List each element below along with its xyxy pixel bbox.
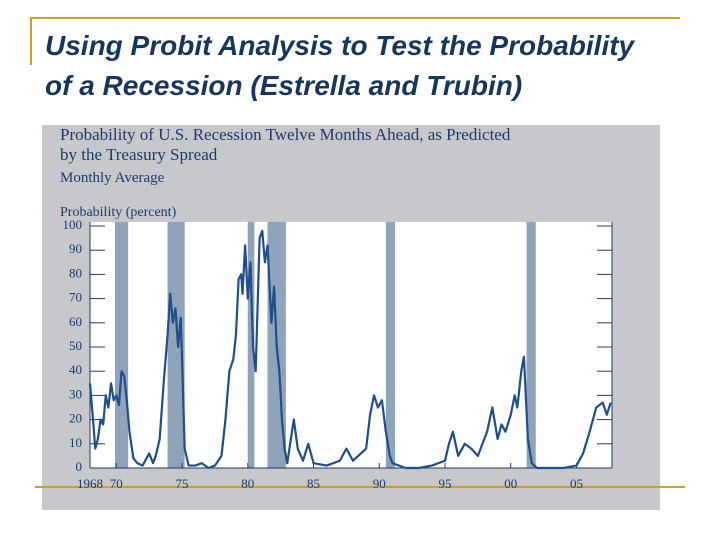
x-tick-label: 75 xyxy=(176,476,189,491)
series-line xyxy=(88,229,612,470)
x-tick-label: 70 xyxy=(110,476,123,491)
x-tick-label: 00 xyxy=(504,476,517,491)
y-tick-label: 60 xyxy=(69,314,82,329)
y-tick-label: 30 xyxy=(69,386,82,401)
y-tick-label: 40 xyxy=(69,362,82,377)
x-tick-label: 1968 xyxy=(77,476,103,491)
y-tick-label: 70 xyxy=(69,290,82,305)
slide-title: Using Probit Analysis to Test the Probab… xyxy=(45,30,635,101)
x-tick-label: 90 xyxy=(373,476,386,491)
x-tick-label: 85 xyxy=(307,476,320,491)
y-tick-label: 0 xyxy=(76,459,83,474)
recession-band xyxy=(526,222,536,468)
recession-band xyxy=(247,222,255,468)
y-tick-label: 90 xyxy=(69,241,82,256)
y-axis-label: Probability (percent) xyxy=(60,205,177,220)
recession-band xyxy=(167,222,185,468)
y-tick-label: 20 xyxy=(69,411,82,426)
x-tick-label: 05 xyxy=(570,476,583,491)
y-tick-label: 100 xyxy=(63,217,83,232)
chart-title: Probability of U.S. Recession Twelve Mon… xyxy=(60,125,511,144)
y-tick-label: 50 xyxy=(69,338,82,353)
chart-title: by the Treasury Spread xyxy=(60,145,218,164)
x-tick-label: 80 xyxy=(241,476,254,491)
x-tick-label: 95 xyxy=(439,476,452,491)
recession-band xyxy=(114,222,129,468)
recession-band xyxy=(385,222,396,468)
y-tick-label: 10 xyxy=(69,435,82,450)
chart-subtitle: Monthly Average xyxy=(60,170,165,186)
y-tick-label: 80 xyxy=(69,265,82,280)
